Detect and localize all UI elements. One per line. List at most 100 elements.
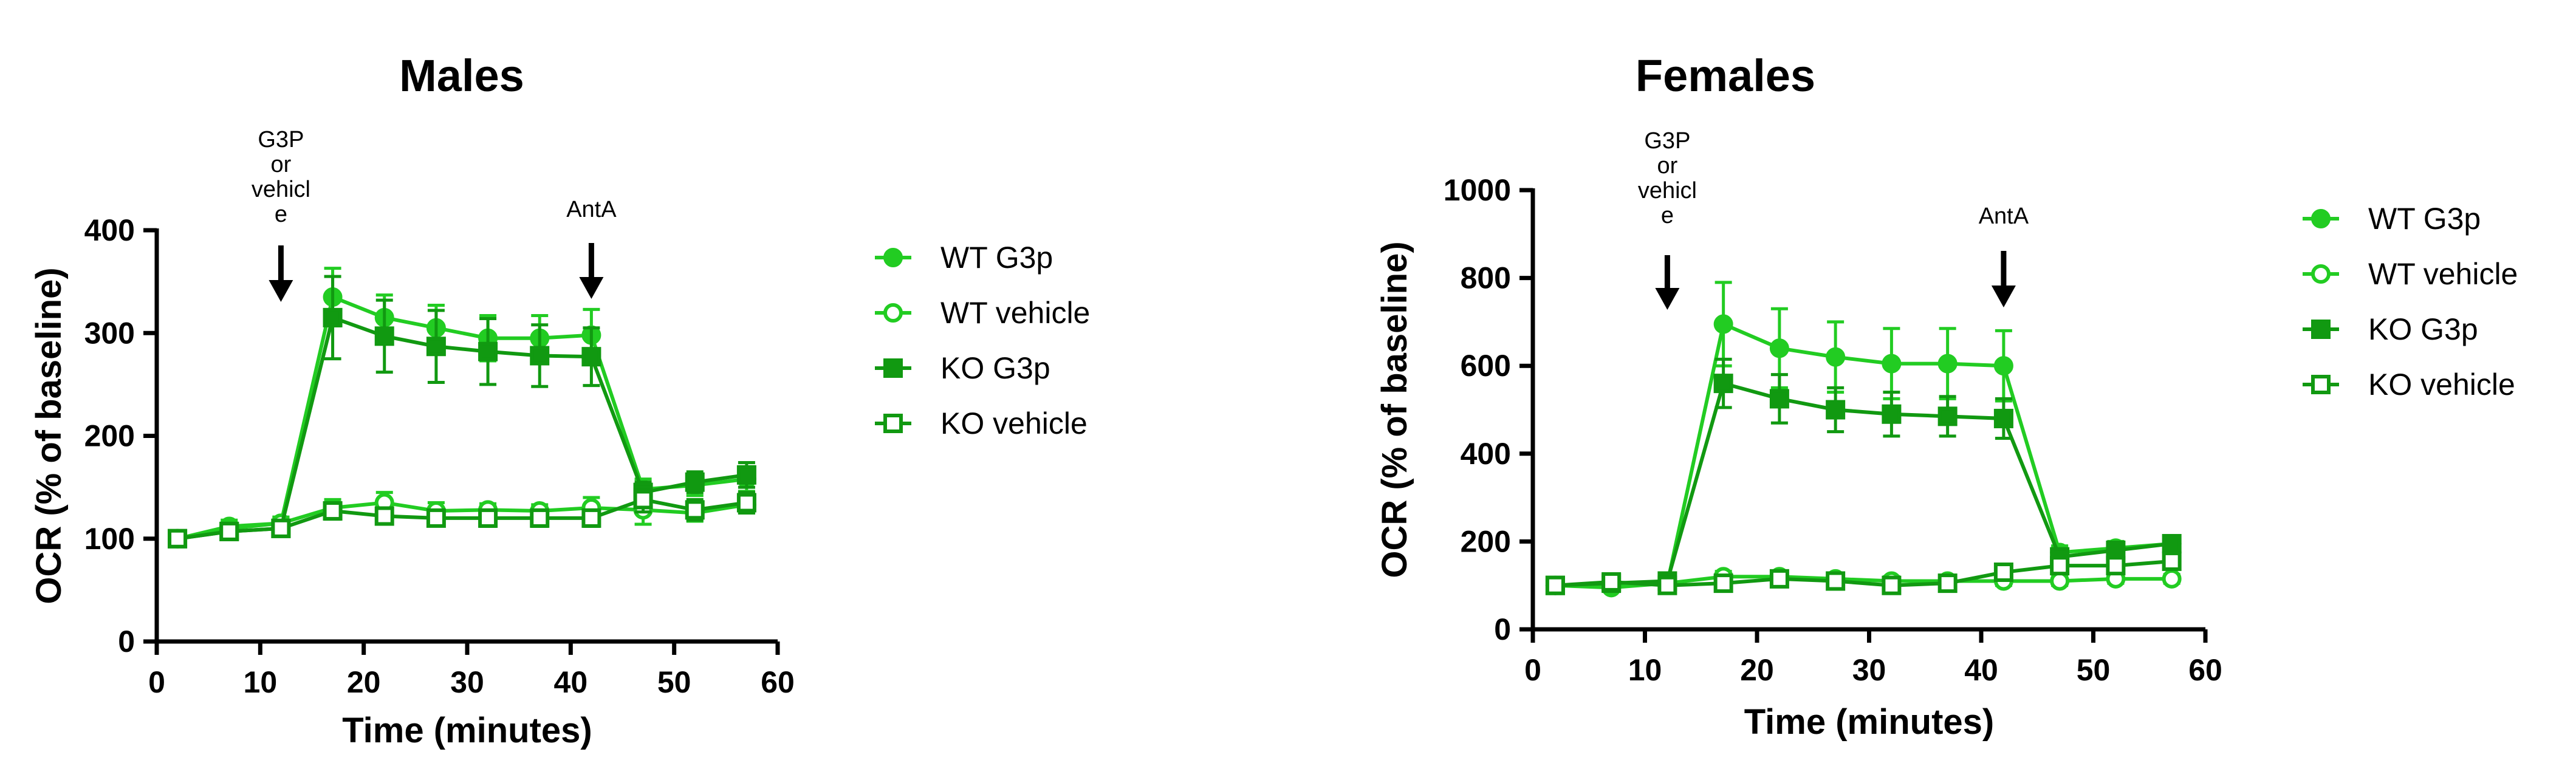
females-data-point — [1937, 354, 1958, 374]
females-data-point — [2106, 540, 2126, 560]
males-data-point — [323, 307, 343, 327]
females-data-point — [2162, 551, 2182, 571]
females-legend-marker — [2311, 375, 2331, 394]
males-data-point — [581, 508, 601, 528]
females-y-tick-label: 200 — [1461, 524, 1511, 558]
males-y-tick-label: 0 — [118, 624, 135, 659]
females-y-axis-label: OCR (% of baseline) — [1375, 241, 1414, 578]
males-data-point — [323, 501, 343, 521]
males-annotation-text: or — [271, 152, 292, 177]
males-annotation-text: e — [275, 202, 287, 227]
males-legend-label: KO G3p — [940, 351, 1050, 385]
females-data-point — [1826, 400, 1846, 420]
males-annotation-arrow-head — [579, 277, 604, 299]
males-y-tick-label: 400 — [84, 213, 135, 247]
males-x-tick-label: 0 — [148, 665, 165, 699]
females-title: Females — [1636, 50, 1815, 101]
females-y-tick-label: 400 — [1461, 437, 1511, 471]
males-data-point — [426, 508, 446, 528]
females-data-point — [1826, 347, 1846, 367]
females-data-point — [1993, 356, 2013, 376]
males-annotation-arrow-head — [269, 280, 293, 302]
females-annotation-text: vehicl — [1638, 178, 1697, 204]
females-data-point — [1601, 572, 1622, 592]
females-legend-marker — [2311, 209, 2331, 228]
males-legend-item: KO vehicle — [875, 406, 1088, 440]
males-data-point — [374, 326, 394, 346]
females-data-point — [1882, 354, 1902, 374]
males-data-point — [633, 490, 653, 510]
males-data-point — [478, 341, 498, 361]
males-y-tick-label: 100 — [84, 522, 135, 556]
males-data-point — [374, 506, 394, 526]
females-legend-label: WT vehicle — [2368, 257, 2518, 291]
males-legend-item: KO G3p — [875, 351, 1050, 385]
males-legend-item: WT G3p — [875, 241, 1053, 275]
females-data-point — [2050, 556, 2070, 576]
males-data-point — [581, 347, 601, 367]
females-data-point — [1713, 314, 1733, 334]
females-x-tick-label: 20 — [1740, 653, 1774, 687]
males-x-tick-label: 20 — [347, 665, 381, 699]
females-legend-label: KO vehicle — [2368, 368, 2515, 402]
females-data-point — [1882, 404, 1902, 424]
females-data-point — [1769, 338, 1789, 358]
females-annotation-text: or — [1657, 153, 1678, 179]
males-legend-marker — [883, 303, 903, 323]
females-series-ko-vehicle — [1545, 551, 2182, 595]
females-data-point — [1545, 575, 1565, 595]
females-legend-label: WT G3p — [2368, 202, 2481, 236]
males-data-point — [736, 493, 756, 513]
males-annotation-text: G3P — [258, 127, 304, 152]
females-data-point — [1993, 408, 2013, 428]
males-data-point — [530, 508, 550, 528]
females-data-point — [2106, 556, 2126, 576]
females-legend-marker — [2311, 264, 2331, 284]
females-data-point — [1937, 573, 1958, 594]
females-annotation-arrow-head — [1655, 288, 1680, 310]
females-annotation-text: G3P — [1644, 128, 1690, 154]
males-data-point — [219, 521, 239, 541]
males-data-point — [271, 518, 291, 538]
females-x-tick-label: 40 — [1964, 653, 1998, 687]
females-data-point — [1937, 406, 1958, 426]
females-legend-label: KO G3p — [2368, 312, 2478, 346]
females-legend-item: KO G3p — [2303, 312, 2478, 346]
males-y-tick-label: 300 — [84, 316, 135, 350]
females-data-point — [1826, 571, 1846, 591]
males-data-point — [736, 465, 756, 485]
females-legend-item: WT vehicle — [2303, 257, 2518, 291]
males-x-tick-label: 10 — [244, 665, 278, 699]
males-x-tick-label: 60 — [761, 665, 795, 699]
males-legend-marker — [883, 248, 903, 267]
males-x-axis-label: Time (minutes) — [342, 711, 592, 750]
females-data-point — [1657, 575, 1677, 595]
males-y-tick-label: 200 — [84, 419, 135, 453]
males-series-ko-vehicle — [168, 485, 756, 549]
males-data-point — [426, 337, 446, 357]
males-title: Males — [399, 50, 524, 101]
males-legend-marker — [883, 358, 903, 378]
females-data-point — [2050, 571, 2070, 591]
females-legend-item: KO vehicle — [2303, 368, 2515, 402]
females-data-point — [1993, 563, 2013, 583]
males-annotation-text: AntA — [566, 197, 617, 222]
females-x-tick-label: 60 — [2188, 653, 2222, 687]
females-x-tick-label: 30 — [1852, 653, 1886, 687]
males-data-point — [685, 500, 705, 520]
females-annotation-text: AntA — [1979, 204, 2029, 229]
females-annotation-text: e — [1661, 203, 1674, 228]
females-data-point — [2162, 534, 2182, 554]
females-y-tick-label: 1000 — [1444, 173, 1511, 207]
males-data-point — [478, 508, 498, 528]
females-legend-item: WT G3p — [2303, 202, 2481, 236]
females-data-point — [1882, 575, 1902, 595]
males-data-point — [685, 472, 705, 492]
females-data-point — [1713, 573, 1733, 594]
females-legend-marker — [2311, 320, 2331, 339]
males-panel: Males 0 10 20 30 40 50 60 0 100 200 300 400 Time (min… — [29, 50, 1090, 750]
females-x-axis-label: Time (minutes) — [1744, 702, 1994, 742]
